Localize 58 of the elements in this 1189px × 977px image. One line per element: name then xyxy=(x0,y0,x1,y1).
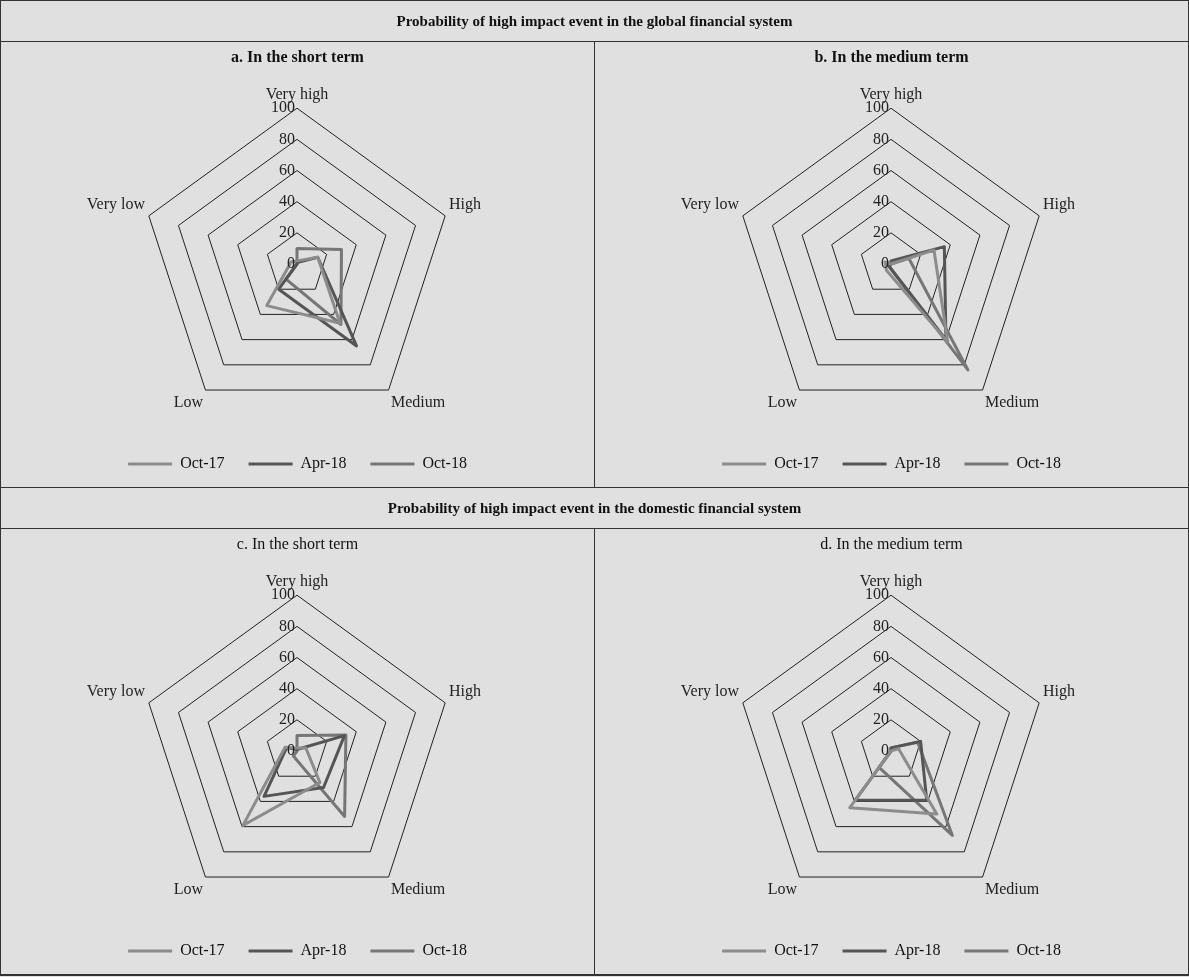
spoke-label: Very low xyxy=(86,682,146,701)
legend-label: Oct-18 xyxy=(422,941,467,959)
spoke-label: Very low xyxy=(680,682,740,701)
y-tick-label: 40 xyxy=(279,191,295,209)
legend-label: Oct-18 xyxy=(1016,941,1061,959)
text: Probability of high impact event in the domestic financial system xyxy=(1,488,1188,529)
legend-label: Apr-18 xyxy=(300,941,347,960)
spoke-label: Very low xyxy=(680,195,740,214)
spoke-label: Very high xyxy=(265,84,329,103)
legend-label: Apr-18 xyxy=(300,454,347,473)
legend-label: Oct-17 xyxy=(774,454,819,472)
spoke-label: Medium xyxy=(984,393,1040,411)
text: Probability of high impact event in the global financial system xyxy=(1,1,1188,42)
spoke-label: High xyxy=(448,682,481,701)
legend-label: Oct-17 xyxy=(180,454,225,472)
chart-title: a. In the short term xyxy=(230,47,365,67)
spoke-label: Low xyxy=(767,880,798,898)
y-tick-label: 80 xyxy=(279,616,295,634)
spoke-label: Very low xyxy=(86,195,146,214)
spoke-label: High xyxy=(1042,682,1075,701)
y-tick-label: 40 xyxy=(279,678,295,696)
spoke-label: Medium xyxy=(390,880,446,898)
spoke-label: Very high xyxy=(859,571,923,590)
y-tick-label: 60 xyxy=(279,647,295,665)
spoke-label: Medium xyxy=(984,880,1040,898)
spoke-label: Low xyxy=(173,880,204,898)
chart-title: b. In the medium term xyxy=(813,47,970,67)
legend-label: Oct-17 xyxy=(774,941,819,959)
y-tick-label: 80 xyxy=(873,616,889,634)
spoke-label: Low xyxy=(767,393,798,411)
y-tick-label: 0 xyxy=(287,254,295,272)
spoke-label: Very high xyxy=(859,84,923,103)
y-tick-label: 20 xyxy=(873,223,889,241)
legend-label: Apr-18 xyxy=(894,454,941,473)
y-tick-label: 60 xyxy=(873,647,889,665)
chart-title: d. In the medium term xyxy=(819,534,964,554)
y-tick-label: 40 xyxy=(873,678,889,696)
legend-label: Oct-18 xyxy=(1016,454,1061,472)
spoke-label: Medium xyxy=(390,393,446,411)
y-tick-label: 0 xyxy=(881,741,889,759)
y-tick-label: 60 xyxy=(873,160,889,178)
spoke-label: Very high xyxy=(265,571,329,590)
y-tick-label: 60 xyxy=(279,160,295,178)
y-tick-label: 80 xyxy=(873,129,889,147)
y-tick-label: 20 xyxy=(279,223,295,241)
spoke-label: High xyxy=(1042,195,1075,214)
chart-title: c. In the short term xyxy=(235,534,360,554)
y-tick-label: 80 xyxy=(279,129,295,147)
y-tick-label: 20 xyxy=(873,710,889,728)
legend-label: Oct-17 xyxy=(180,941,225,959)
spoke-label: Low xyxy=(173,393,204,411)
legend-label: Oct-18 xyxy=(422,454,467,472)
spoke-label: High xyxy=(448,195,481,214)
y-tick-label: 40 xyxy=(873,191,889,209)
y-tick-label: 20 xyxy=(279,710,295,728)
y-tick-label: 0 xyxy=(881,254,889,272)
legend-label: Apr-18 xyxy=(894,941,941,960)
y-tick-label: 0 xyxy=(287,741,295,759)
